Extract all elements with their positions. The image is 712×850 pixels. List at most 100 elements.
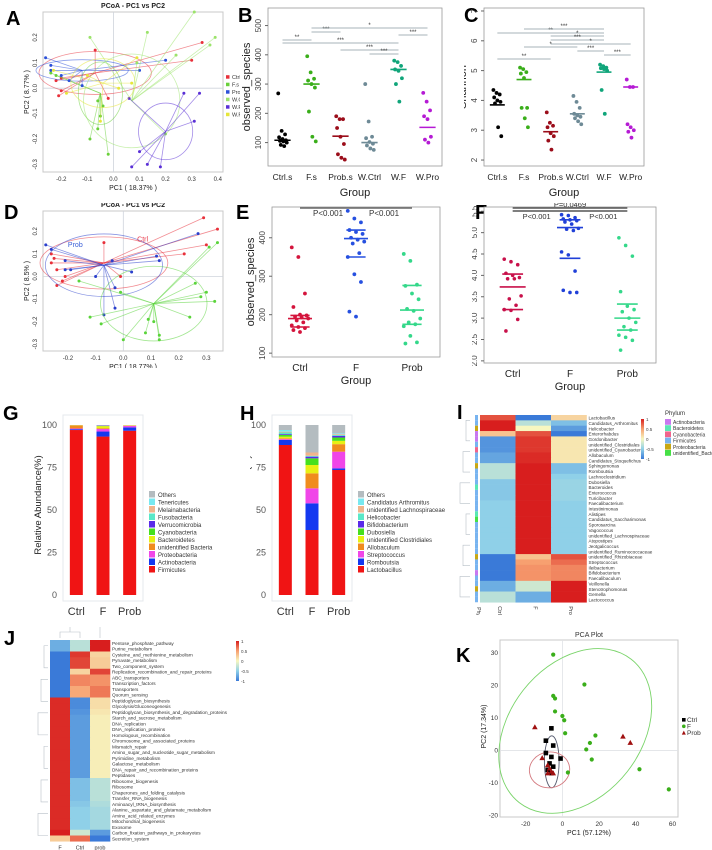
heatmap-cell [90,680,111,687]
y-tick-label: 50 [256,505,266,515]
data-point [215,227,219,231]
spider-line [61,72,96,92]
heatmap-row [50,732,111,739]
heatmap-cell [480,527,516,533]
heatmap-row [480,575,587,582]
legend-label: Bacteroidetes [158,538,195,544]
data-point [426,140,431,145]
data-point [550,764,556,769]
confidence-ellipse [70,58,136,108]
data-point [130,270,134,274]
x-tick-label: Prob [617,369,639,380]
heatmap-cell [50,732,71,739]
data-point [602,111,607,116]
significance-label: *** [560,24,568,30]
y-tick-label: -10 [489,780,499,787]
bar-segment [305,473,319,489]
panel-h-genus-abundance: 0 25 50 75 100 Relative Abundance(%) Ctrl F Prob… [250,414,446,615]
heatmap-row [50,703,111,710]
heatmap-cell [551,554,587,560]
data-point [617,235,621,240]
heatmap-cell [551,596,587,603]
heatmap-cell [50,709,71,716]
phylum-annotation-cell [475,420,478,426]
spider-line [153,303,160,340]
y-tick-label: 400 [258,231,267,245]
heatmap-cell [50,818,71,825]
phylum-annotation-cell [475,580,478,587]
heatmap-cell [90,743,111,750]
spider-line [89,93,101,140]
heatmap-cell [515,591,552,598]
row-label: unidentified_Cyanobacteria [589,448,645,453]
y-tick-label: 0.1 [33,58,39,67]
row-label: Aminoacyl_tRNA_biosynthesis [112,802,176,807]
data-point [512,277,517,281]
row-label: Candidatus_Stoquefichus [589,458,642,463]
row-label: Streptococcus [589,560,619,565]
heatmap-cell [70,749,91,756]
spider-line [50,64,83,71]
bar-segment [278,434,292,435]
spider-line [103,217,204,264]
heatmap-cell [515,468,552,475]
legend-label: Cyanobacteria [158,531,197,537]
data-point [204,290,208,294]
data-point [307,109,311,114]
heatmap-row [50,795,111,802]
significance-label: * [589,39,592,45]
row-label: Pyruvate_metabolism [112,658,157,663]
column-label: F [58,845,62,850]
heatmap-cell [515,554,552,560]
data-point [213,35,217,39]
x-tick-label: F [309,606,316,615]
colorbar [236,641,239,681]
row-label: Peptidases [112,773,136,778]
y-tick-label: 75 [47,463,57,473]
heatmap-cell [50,703,71,710]
data-point [569,222,574,226]
spider-line [65,262,105,277]
data-point [310,134,315,139]
data-point [60,279,64,283]
dendrogram-branch [465,420,470,442]
heatmap-cell [551,457,587,464]
heatmap-cell [551,484,587,491]
x-tick-label: -0.1 [82,177,93,183]
row-label: Peptidoglycan_biosynthesis [112,698,171,703]
row-label: Exosome [112,825,132,830]
heatmap-row [480,591,587,598]
data-point [589,757,594,762]
y-axis-label: Relative Abundance(%) [33,455,44,554]
legend-swatch [226,90,230,94]
data-point [546,765,553,771]
heatmap-row [480,580,587,587]
spider-line [102,82,119,89]
legend-label: Romboutsia [367,561,400,567]
x-axis-label: PC1 ( 18.37% ) [109,185,157,192]
heatmap-cell [551,564,587,571]
heatmap-cell [480,586,516,592]
y-tick-label: 6 [470,38,479,43]
heatmap-cell [90,818,111,825]
x-tick-label: 40 [632,821,640,828]
heatmap-cell [515,548,552,555]
phylum-annotation-cell [475,447,478,453]
data-point [559,250,564,254]
heatmap-cell [480,505,516,512]
data-point [198,91,202,95]
spider-line [103,244,207,264]
spider-line [55,75,101,94]
data-point [549,726,554,731]
legend-swatch [358,536,364,543]
row-label: Ileibacterium [589,565,615,570]
row-label: Turicibacter [589,496,613,501]
spider-line [95,59,192,74]
x-tick-label: W.Pro [416,172,439,182]
legend-swatch [358,513,364,520]
y-tick-label: 0 [52,590,57,600]
bar-segment [69,430,83,595]
legend-swatch [149,558,155,565]
bar-segment [305,452,319,456]
phylum-legend-label: Bacteroidetes [673,426,704,432]
